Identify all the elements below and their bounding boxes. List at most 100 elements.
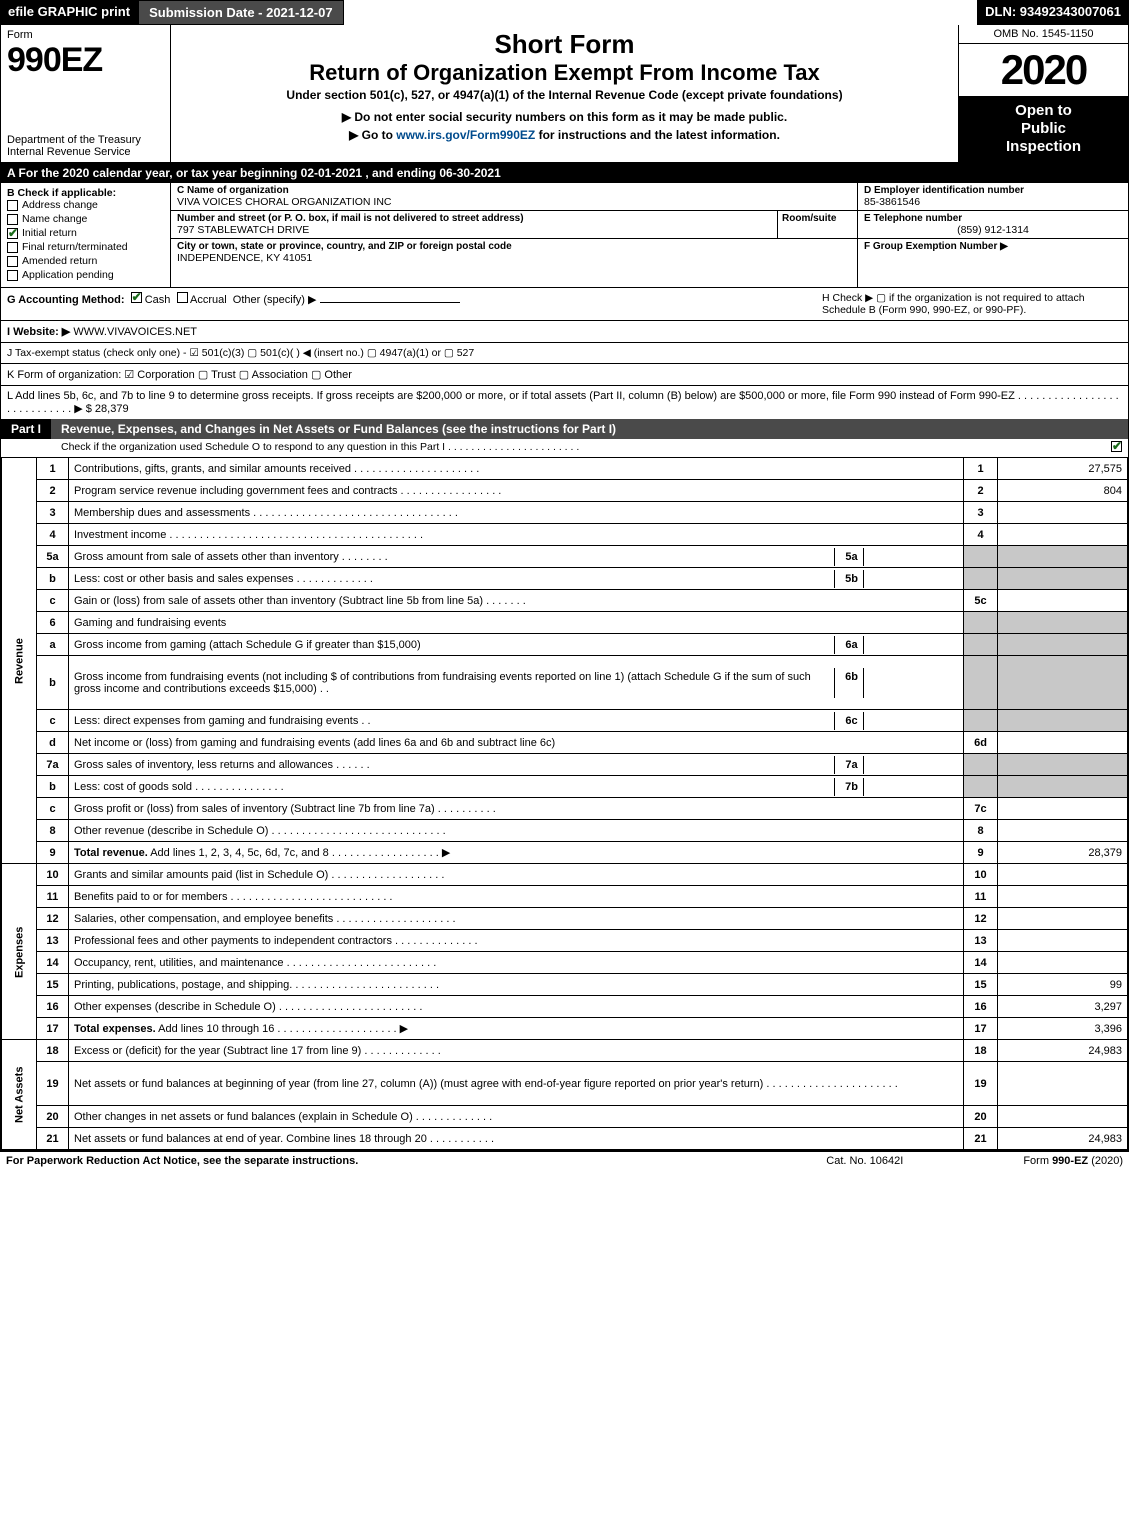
accrual-checkbox[interactable] — [177, 292, 188, 303]
table-row: 20Other changes in net assets or fund ba… — [2, 1106, 1128, 1128]
checkbox-label: Application pending — [22, 269, 114, 281]
r-num: 15 — [964, 974, 998, 996]
table-row: 21Net assets or fund balances at end of … — [2, 1128, 1128, 1150]
title-return: Return of Organization Exempt From Incom… — [309, 60, 820, 86]
row-k: K Form of organization: ☑ Corporation ▢ … — [1, 364, 1128, 386]
r-val — [998, 864, 1128, 886]
r-val — [998, 798, 1128, 820]
table-row: 19Net assets or fund balances at beginni… — [2, 1062, 1128, 1106]
r-num: 20 — [964, 1106, 998, 1128]
checkbox-address-change[interactable] — [7, 200, 18, 211]
phone-label: E Telephone number — [864, 213, 1122, 224]
efile-label[interactable]: efile GRAPHIC print — [0, 0, 138, 25]
line-number: 10 — [37, 864, 69, 886]
r-val — [998, 930, 1128, 952]
r-val-gray — [998, 634, 1128, 656]
line-desc: Gross sales of inventory, less returns a… — [69, 754, 964, 776]
line-number: 12 — [37, 908, 69, 930]
r-val: 804 — [998, 480, 1128, 502]
line-desc: Grants and similar amounts paid (list in… — [69, 864, 964, 886]
line-desc: Gaming and fundraising events — [69, 612, 964, 634]
irs-link[interactable]: www.irs.gov/Form990EZ — [396, 128, 535, 142]
r-val — [998, 732, 1128, 754]
checkbox-final-return-terminated[interactable] — [7, 242, 18, 253]
top-bar: efile GRAPHIC print Submission Date - 20… — [0, 0, 1129, 25]
line-number: 14 — [37, 952, 69, 974]
header-right: OMB No. 1545-1150 2020 Open to Public In… — [958, 25, 1128, 162]
r-val — [998, 952, 1128, 974]
sub-val — [863, 712, 963, 730]
section-b: B Check if applicable: Address changeNam… — [1, 183, 171, 287]
r-val: 3,297 — [998, 996, 1128, 1018]
table-row: Revenue1Contributions, gifts, grants, an… — [2, 458, 1128, 480]
addr-value: 797 STABLEWATCH DRIVE — [177, 224, 773, 236]
checkbox-application-pending[interactable] — [7, 270, 18, 281]
org-name-label: C Name of organization — [177, 185, 851, 196]
cash-checkbox[interactable] — [131, 292, 142, 303]
line-desc: Less: cost of goods sold . . . . . . . .… — [69, 776, 964, 798]
other-label: Other (specify) ▶ — [233, 294, 317, 306]
r-val: 24,983 — [998, 1040, 1128, 1062]
r-val — [998, 886, 1128, 908]
r-num: 11 — [964, 886, 998, 908]
line-number: b — [37, 656, 69, 710]
line-number: 6 — [37, 612, 69, 634]
table-row: cGross profit or (loss) from sales of in… — [2, 798, 1128, 820]
lines-table: Revenue1Contributions, gifts, grants, an… — [1, 457, 1128, 1150]
r-val-gray — [998, 612, 1128, 634]
schedule-o-checkbox[interactable] — [1111, 441, 1122, 452]
r-num-gray — [964, 710, 998, 732]
line-number: 8 — [37, 820, 69, 842]
r-num: 13 — [964, 930, 998, 952]
r-val — [998, 1106, 1128, 1128]
table-row: 17Total expenses. Add lines 10 through 1… — [2, 1018, 1128, 1040]
other-blank[interactable] — [320, 302, 460, 303]
table-row: b Less: cost of goods sold . . . . . . .… — [2, 776, 1128, 798]
website-value: WWW.VIVAVOICES.NET — [73, 326, 197, 338]
line-number: 13 — [37, 930, 69, 952]
checkbox-amended-return[interactable] — [7, 256, 18, 267]
form-ref: Form 990-EZ (2020) — [1023, 1155, 1123, 1167]
table-row: 8Other revenue (describe in Schedule O) … — [2, 820, 1128, 842]
line-number: 3 — [37, 502, 69, 524]
side-label: Expenses — [2, 864, 37, 1040]
row-l: L Add lines 5b, 6c, and 7b to line 9 to … — [1, 386, 1128, 419]
r-num-gray — [964, 656, 998, 710]
table-row: 4Investment income . . . . . . . . . . .… — [2, 524, 1128, 546]
table-row: b Less: cost or other basis and sales ex… — [2, 568, 1128, 590]
checkbox-initial-return[interactable] — [7, 228, 18, 239]
r-num: 2 — [964, 480, 998, 502]
r-val-gray — [998, 776, 1128, 798]
table-row: 2Program service revenue including gover… — [2, 480, 1128, 502]
r-num: 10 — [964, 864, 998, 886]
form-label: Form — [7, 29, 164, 41]
line-desc: Less: direct expenses from gaming and fu… — [69, 710, 964, 732]
group-exempt-label: F Group Exemption Number ▶ — [864, 241, 1122, 252]
phone-row: E Telephone number (859) 912-1314 — [858, 211, 1128, 239]
checkbox-name-change[interactable] — [7, 214, 18, 225]
line-desc: Salaries, other compensation, and employ… — [69, 908, 964, 930]
r-num: 3 — [964, 502, 998, 524]
omb-number: OMB No. 1545-1150 — [959, 25, 1128, 44]
notice-ssn: ▶ Do not enter social security numbers o… — [342, 110, 787, 124]
ein-row: D Employer identification number 85-3861… — [858, 183, 1128, 211]
part1-title: Revenue, Expenses, and Changes in Net As… — [51, 419, 1128, 439]
r-num: 8 — [964, 820, 998, 842]
line-number: b — [37, 776, 69, 798]
row-i: I Website: ▶ WWW.VIVAVOICES.NET — [1, 321, 1128, 343]
line-desc: Other expenses (describe in Schedule O) … — [69, 996, 964, 1018]
r-val-gray — [998, 656, 1128, 710]
part1-header: Part I Revenue, Expenses, and Changes in… — [1, 419, 1128, 439]
line-number: 2 — [37, 480, 69, 502]
line-desc: Membership dues and assessments . . . . … — [69, 502, 964, 524]
form-header: Form 990EZ Department of the Treasury In… — [1, 25, 1128, 163]
table-row: 13Professional fees and other payments t… — [2, 930, 1128, 952]
r-num: 6d — [964, 732, 998, 754]
line-number: d — [37, 732, 69, 754]
section-def: D Employer identification number 85-3861… — [858, 183, 1128, 287]
org-name-row: C Name of organization VIVA VOICES CHORA… — [171, 183, 857, 211]
table-row: dNet income or (loss) from gaming and fu… — [2, 732, 1128, 754]
sub-val — [863, 636, 963, 654]
phone-value: (859) 912-1314 — [864, 224, 1122, 236]
line-number: b — [37, 568, 69, 590]
